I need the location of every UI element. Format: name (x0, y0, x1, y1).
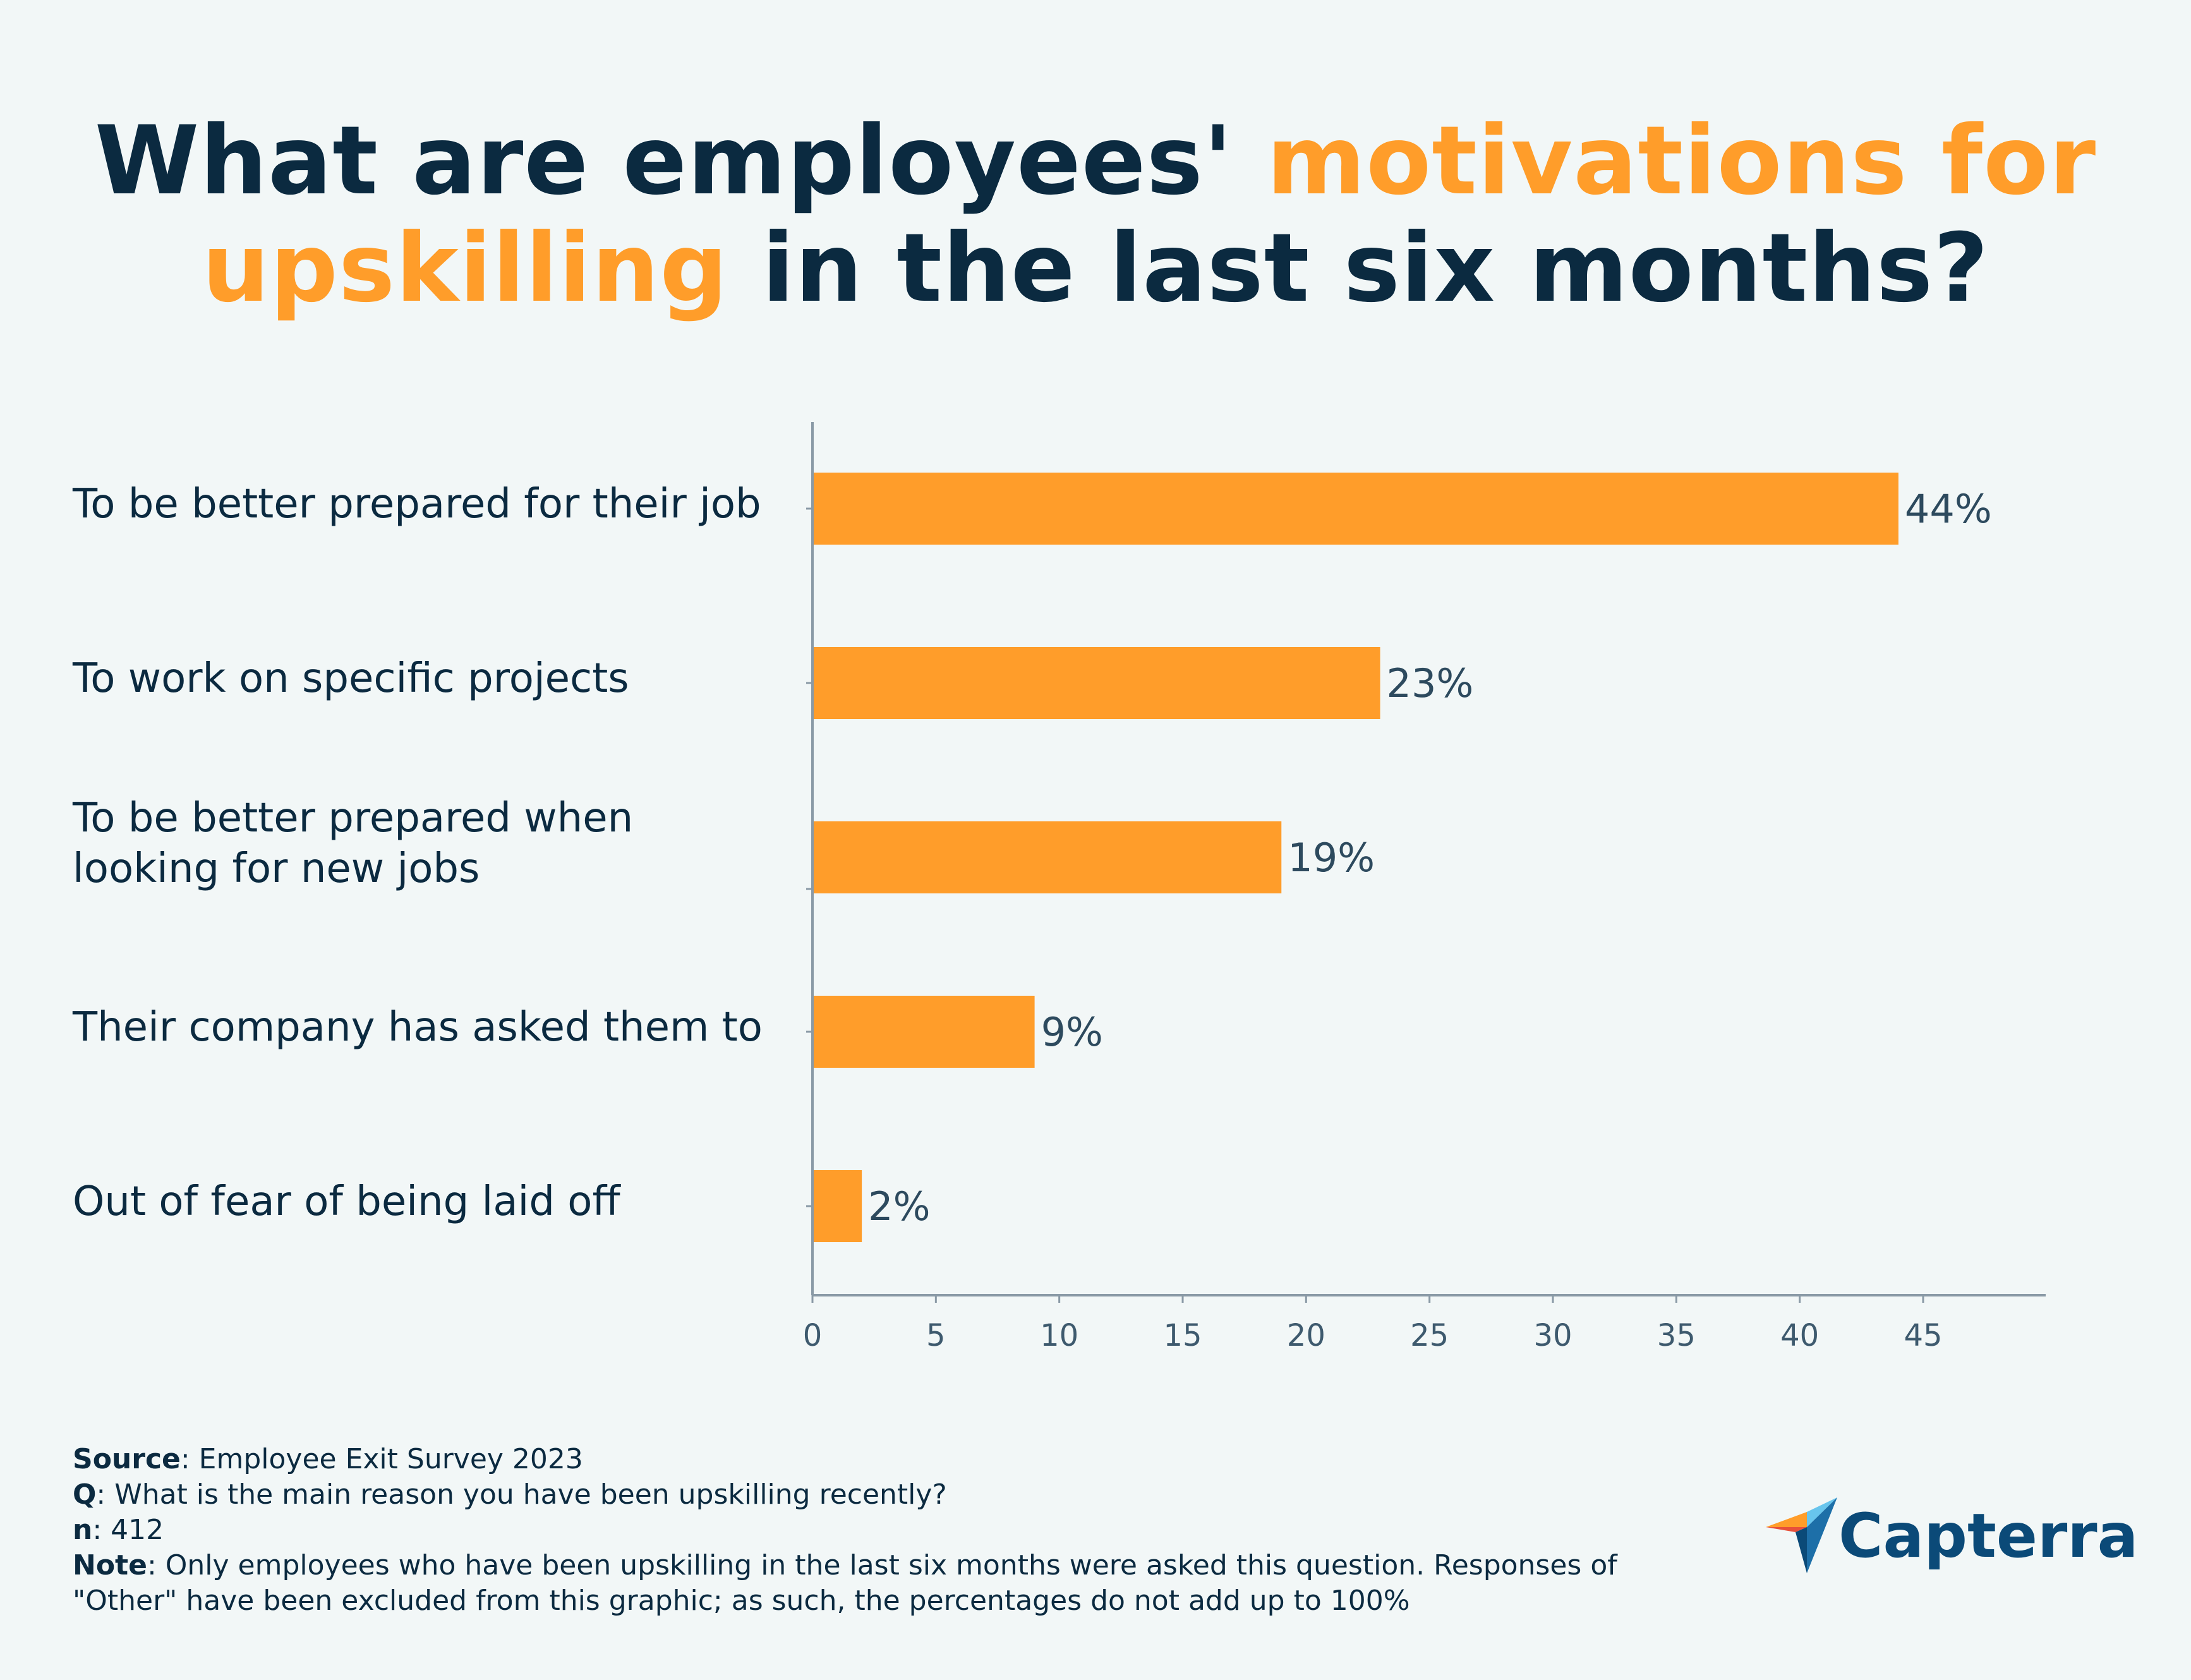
question-text: : What is the main reason you have been … (96, 1478, 947, 1511)
x-tick-label-20: 20 (1287, 1318, 1325, 1353)
category-label-new-jobs-line-2: looking for new jobs (73, 845, 480, 892)
bars-group (812, 473, 1898, 1242)
x-tick-label-25: 25 (1410, 1318, 1449, 1353)
note-label: Note (73, 1549, 147, 1581)
category-label-specific-projects: To work on specific projects (72, 655, 629, 702)
title-part-2: in the last six months? (728, 214, 1989, 323)
note-text-1: : Only employees who have been upskillin… (147, 1549, 1617, 1581)
value-label-new-jobs: 19% (1288, 835, 1375, 881)
x-tick-label-15: 15 (1163, 1318, 1202, 1353)
bar-better-prepared-job (812, 473, 1898, 545)
source-text: : Employee Exit Survey 2023 (180, 1443, 583, 1475)
sample-size-label: n (73, 1514, 93, 1546)
x-tick-label-35: 35 (1657, 1318, 1696, 1353)
note-line-2: "Other" have been excluded from this gra… (73, 1583, 1652, 1619)
title-line-2: upskilling in the last six months? (0, 215, 2191, 322)
note-line-1: Note: Only employees who have been upski… (73, 1548, 1652, 1583)
bar-chart: To be better prepared for their job To wo… (72, 422, 2046, 1353)
capterra-logo-icon (1766, 1497, 1837, 1573)
x-tick-label-40: 40 (1780, 1318, 1819, 1353)
axes-group: 0 5 10 15 20 25 30 35 40 45 (803, 422, 2046, 1353)
bar-specific-projects (812, 647, 1380, 719)
bar-new-jobs (812, 821, 1282, 893)
bar-fear-laid-off (812, 1170, 862, 1242)
value-label-specific-projects: 23% (1387, 660, 1474, 706)
title-part-1: What are employees' (94, 106, 1267, 216)
title-line-1: What are employees' motivations for (0, 107, 2191, 215)
title-highlight-2: upskilling (202, 214, 728, 323)
chart-title: What are employees' motivations for upsk… (0, 107, 2191, 322)
value-label-better-prepared-job: 44% (1905, 486, 1992, 532)
x-tick-label-0: 0 (803, 1318, 823, 1353)
category-labels-group: To be better prepared for their job To wo… (72, 481, 763, 1225)
sample-size-line: n: 412 (73, 1513, 1652, 1548)
value-label-fear-laid-off: 2% (868, 1183, 930, 1230)
source-line: Source: Employee Exit Survey 2023 (73, 1442, 1652, 1477)
question-label: Q (73, 1478, 97, 1511)
category-label-company-asked: Their company has asked them to (72, 1004, 763, 1051)
source-label: Source (73, 1443, 181, 1475)
footnotes: Source: Employee Exit Survey 2023 Q: Wha… (73, 1442, 1652, 1619)
sample-size-text: : 412 (92, 1514, 164, 1546)
question-line: Q: What is the main reason you have been… (73, 1477, 1652, 1513)
bar-company-asked (812, 996, 1035, 1068)
value-labels-group: 44% 23% 19% 9% 2% (868, 486, 1992, 1230)
value-label-company-asked: 9% (1041, 1009, 1103, 1055)
category-label-new-jobs-line-1: To be better prepared when (72, 795, 633, 842)
category-label-better-prepared-job: To be better prepared for their job (72, 481, 761, 528)
x-tick-label-10: 10 (1040, 1318, 1078, 1353)
title-highlight-1: motivations for (1266, 106, 2097, 216)
x-tick-label-45: 45 (1904, 1318, 1942, 1353)
capterra-logo-text: Capterra (1838, 1501, 2139, 1571)
x-tick-label-30: 30 (1533, 1318, 1572, 1353)
category-label-fear-laid-off: Out of fear of being laid off (73, 1178, 621, 1225)
note-text-2: "Other" have been excluded from this gra… (73, 1585, 1410, 1617)
x-tick-label-5: 5 (926, 1318, 946, 1353)
